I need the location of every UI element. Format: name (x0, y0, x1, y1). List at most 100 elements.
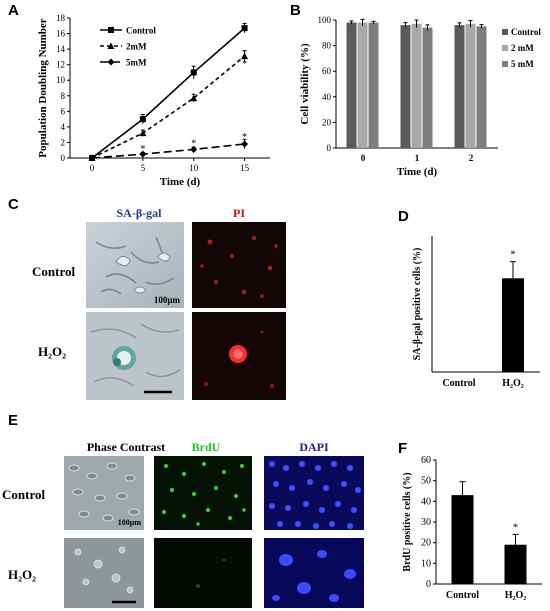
scale-label-e: 100μm (117, 518, 141, 527)
y-tick-label: 20 (421, 538, 431, 549)
micrograph-brdu-control (154, 456, 252, 530)
chart-f-brdu-positive: 0 10 20 30 40 50 60 Control * H₂O₂ BrdU positive c… (402, 455, 542, 601)
bar (451, 495, 474, 584)
micrograph-dapi-h2o2 (264, 538, 364, 608)
data-point (241, 25, 248, 32)
series-line-2 (91, 143, 245, 159)
y-tick-label: 0 (426, 579, 431, 590)
y-tick-label: 2 (61, 137, 66, 147)
x-axis-label: Time (d) (160, 176, 201, 188)
y-axis-label: Cell viability (%) (299, 43, 311, 125)
x-tick-label: 2 (469, 153, 474, 163)
panel-letter-d: D (398, 208, 409, 225)
y-tick-label: 6 (61, 106, 66, 116)
series-line-1 (91, 55, 246, 159)
y-tick-label: 100 (318, 15, 332, 25)
micrograph-pi-h2o2 (192, 312, 286, 400)
data-point (139, 129, 147, 137)
panel-letter-b: B (290, 2, 301, 19)
y-tick-label: 40 (322, 92, 332, 102)
significance-star: * (191, 138, 196, 149)
bar (476, 26, 487, 148)
data-point (88, 154, 96, 162)
bar (411, 23, 422, 149)
legend-swatch (502, 61, 508, 67)
bar (502, 278, 524, 372)
bar (504, 544, 527, 584)
y-tick-label: 10 (56, 75, 66, 85)
chart-b-cell-viability: 0 20 40 60 80 100 0 1 2 Time (d) Cell viability (%… (299, 15, 541, 178)
legend-marker (107, 42, 115, 49)
data-point (241, 140, 249, 148)
legend-label: 5 mM (511, 59, 534, 69)
col-label-sa-beta-gal: SA-β-gal (116, 206, 162, 220)
x-tick-label: 1 (415, 153, 420, 163)
y-tick-label: 40 (421, 496, 431, 507)
x-tick-label: 0 (90, 163, 95, 173)
micrograph-dapi-control (264, 456, 364, 530)
y-tick-label: 16 (56, 29, 66, 39)
significance-star: * (510, 249, 516, 261)
y-tick-label: 60 (421, 455, 431, 466)
y-tick-label: 60 (322, 66, 332, 76)
bar (357, 22, 368, 149)
legend-label: 2 mM (511, 43, 534, 53)
x-axis-label: Time (d) (397, 166, 438, 178)
y-tick-label: 14 (56, 44, 66, 54)
col-label-brdu: BrdU (191, 440, 221, 454)
x-tick-label: Control (446, 590, 479, 601)
legend-label: 2mM (126, 42, 147, 52)
y-tick-label: 80 (322, 41, 332, 51)
y-tick-label: 10 (421, 558, 431, 569)
legend-marker (108, 27, 114, 33)
bar (400, 25, 411, 148)
y-axis-label: BrdU positive cells (%) (402, 472, 413, 571)
col-label-phase-contrast: Phase Contrast (86, 440, 166, 454)
significance-star: * (140, 144, 145, 155)
legend-label: Control (126, 26, 156, 36)
data-point (190, 94, 198, 102)
micrograph-phase-h2o2 (64, 538, 144, 608)
x-tick-label: 15 (240, 163, 250, 173)
scale-label-c: 100μm (153, 295, 180, 305)
y-axis-label: Population Doubling Number (37, 18, 49, 157)
data-point (139, 116, 146, 123)
x-tick-label: 0 (361, 153, 366, 163)
chart-d-sa-beta-gal-positive: Control * H₂O₂ SA-β-gal positive cells (%) (412, 236, 540, 389)
x-tick-label: H₂O₂ (505, 590, 527, 601)
x-tick-label: Control (442, 378, 475, 389)
y-tick-label: 0 (61, 153, 66, 163)
significance-star: * (242, 132, 247, 143)
bar (465, 23, 476, 149)
row-label-control-c: Control (32, 264, 76, 279)
bar (422, 27, 433, 148)
x-tick-label: 10 (189, 163, 199, 173)
chart-a-population-doubling: 0 2 4 6 8 10 12 14 16 18 0 5 10 15 Time (d) Population … (37, 13, 270, 188)
row-label-h2o2-e: H₂O₂ (8, 567, 37, 582)
legend-marker (107, 58, 115, 66)
legend-swatch (502, 29, 508, 35)
panel-letter-e: E (8, 412, 19, 429)
legend-swatch (502, 45, 508, 51)
y-tick-label: 50 (421, 476, 431, 487)
y-tick-label: 20 (322, 117, 332, 127)
micrograph-brdu-h2o2 (154, 538, 252, 608)
series-line-0 (91, 27, 246, 159)
data-point (139, 150, 147, 158)
significance-star: * (513, 521, 519, 533)
legend-label: 5mM (126, 58, 147, 68)
legend-label: Control (511, 27, 541, 37)
row-label-control-e: Control (2, 487, 46, 502)
bar (454, 25, 465, 148)
y-tick-label: 30 (421, 517, 431, 528)
data-point (190, 69, 197, 76)
col-label-dapi: DAPI (299, 440, 329, 454)
x-tick-label: H₂O₂ (502, 378, 524, 389)
y-tick-label: 8 (61, 91, 66, 101)
panel-letter-f: F (398, 440, 408, 457)
data-point (241, 52, 249, 60)
y-axis-label: SA-β-gal positive cells (%) (412, 248, 423, 361)
micrograph-pi-control (192, 222, 286, 308)
significance-star: * (242, 59, 247, 70)
micrograph-sa-beta-gal-h2o2 (86, 312, 184, 400)
